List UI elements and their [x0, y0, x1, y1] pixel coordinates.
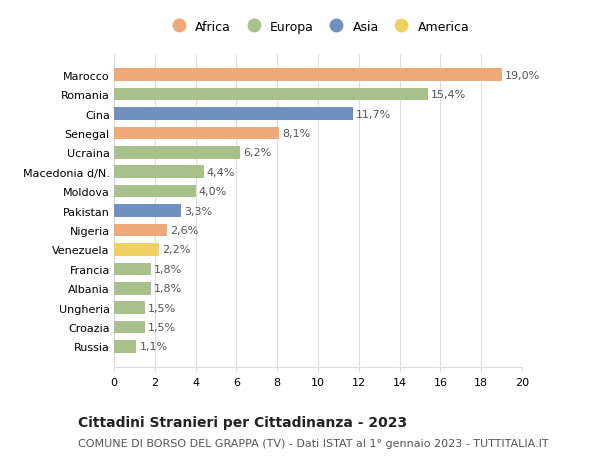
- Bar: [114, 224, 167, 237]
- Bar: [114, 127, 279, 140]
- Bar: [114, 282, 151, 295]
- Bar: [114, 166, 204, 179]
- Text: Cittadini Stranieri per Cittadinanza - 2023: Cittadini Stranieri per Cittadinanza - 2…: [78, 415, 407, 429]
- Text: 1,5%: 1,5%: [148, 322, 176, 332]
- Bar: [114, 302, 145, 314]
- Legend: Africa, Europa, Asia, America: Africa, Europa, Asia, America: [167, 21, 469, 34]
- Text: 2,2%: 2,2%: [162, 245, 190, 255]
- Text: 11,7%: 11,7%: [356, 109, 391, 119]
- Text: 6,2%: 6,2%: [244, 148, 272, 158]
- Text: 19,0%: 19,0%: [505, 71, 540, 80]
- Bar: [114, 205, 181, 218]
- Text: COMUNE DI BORSO DEL GRAPPA (TV) - Dati ISTAT al 1° gennaio 2023 - TUTTITALIA.IT: COMUNE DI BORSO DEL GRAPPA (TV) - Dati I…: [78, 438, 548, 448]
- Bar: [114, 263, 151, 275]
- Bar: [114, 147, 241, 159]
- Bar: [114, 244, 159, 256]
- Text: 8,1%: 8,1%: [282, 129, 311, 139]
- Bar: [114, 321, 145, 334]
- Bar: [114, 185, 196, 198]
- Text: 15,4%: 15,4%: [431, 90, 466, 100]
- Text: 2,6%: 2,6%: [170, 225, 199, 235]
- Text: 1,8%: 1,8%: [154, 264, 182, 274]
- Text: 1,5%: 1,5%: [148, 303, 176, 313]
- Bar: [114, 108, 353, 121]
- Text: 4,0%: 4,0%: [199, 187, 227, 197]
- Text: 4,4%: 4,4%: [207, 168, 235, 177]
- Bar: [114, 69, 502, 82]
- Text: 1,8%: 1,8%: [154, 284, 182, 294]
- Text: 1,1%: 1,1%: [139, 342, 167, 352]
- Text: 3,3%: 3,3%: [184, 206, 212, 216]
- Bar: [114, 341, 136, 353]
- Bar: [114, 89, 428, 101]
